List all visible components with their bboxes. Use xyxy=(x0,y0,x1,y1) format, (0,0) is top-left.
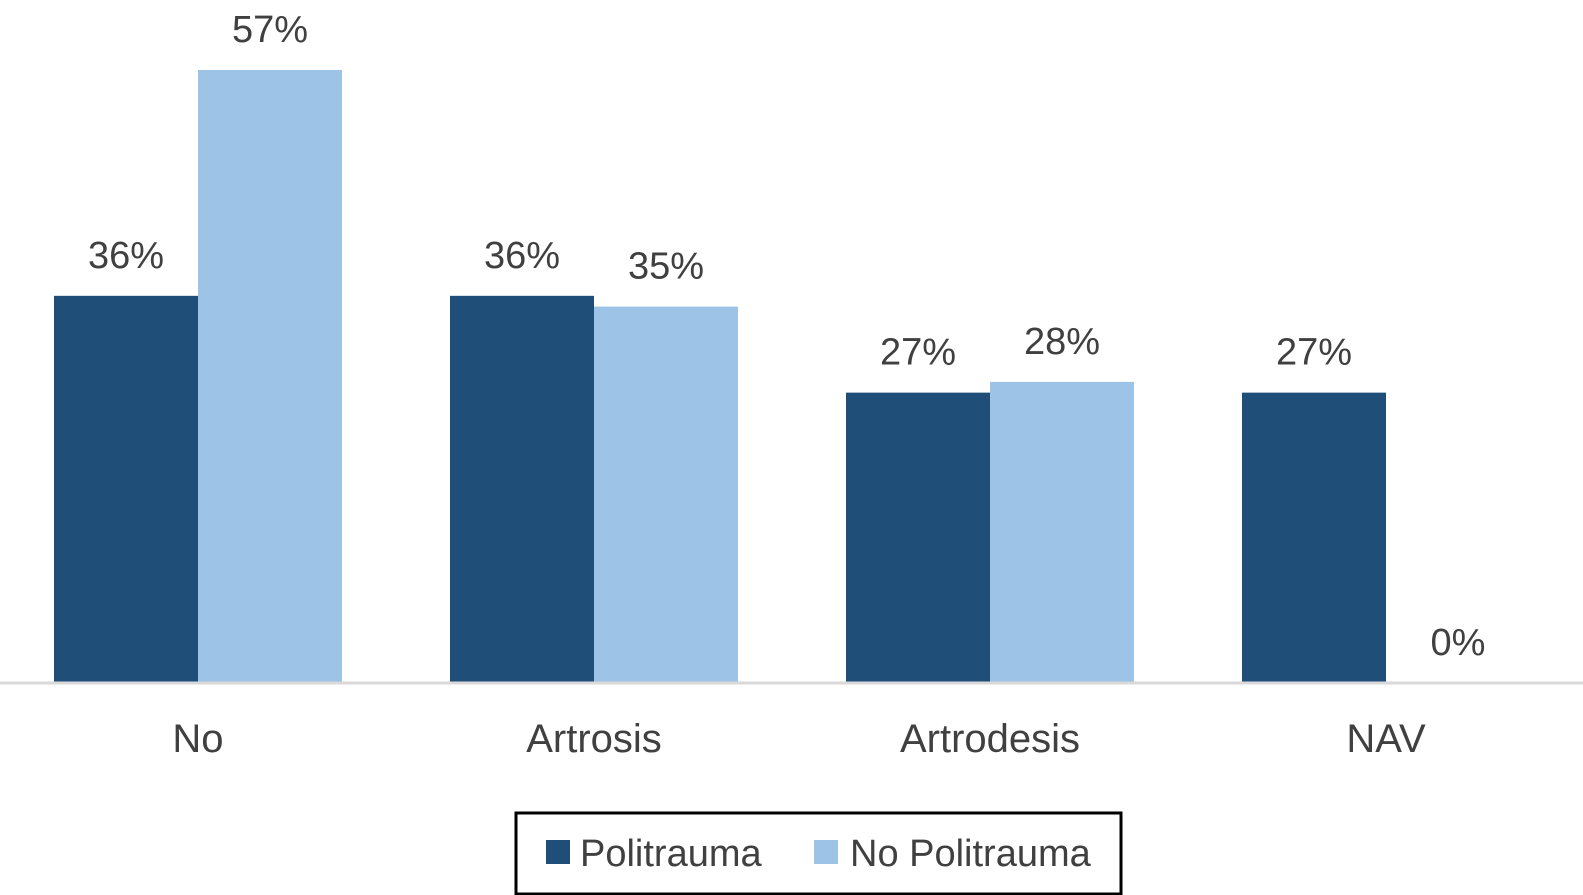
legend: Politrauma No Politrauma xyxy=(514,811,1123,895)
category-label-artrosis: Artrosis xyxy=(526,717,662,761)
value-label-no-politrauma: 36% xyxy=(88,235,164,277)
bar-artrodesis-politrauma xyxy=(846,392,990,683)
value-label-no-no-politrauma: 57% xyxy=(232,9,308,51)
value-label-nav-politrauma: 27% xyxy=(1276,332,1352,374)
bar-no-no-politrauma xyxy=(198,70,342,683)
legend-swatch-no-politrauma xyxy=(814,840,838,864)
bar-nav-politrauma xyxy=(1242,392,1386,683)
legend-label-politrauma: Politrauma xyxy=(580,833,762,875)
legend-swatch-politrauma xyxy=(546,840,570,864)
bar-no-politrauma xyxy=(54,295,198,683)
value-label-artrosis-politrauma: 36% xyxy=(484,235,560,277)
bar-artrodesis-no-politrauma xyxy=(990,381,1134,683)
bar-artrosis-no-politrauma xyxy=(594,306,738,683)
bar-artrosis-politrauma xyxy=(450,295,594,683)
legend-label-no-politrauma: No Politrauma xyxy=(850,833,1092,875)
value-label-artrodesis-no-politrauma: 28% xyxy=(1024,321,1100,363)
value-labels-layer: 36% 57% 36% 35% 27% 28% 27% 0% xyxy=(88,9,1485,664)
category-label-nav: NAV xyxy=(1346,717,1426,761)
category-label-no: No xyxy=(172,717,223,761)
bars-layer xyxy=(54,70,1386,683)
category-label-artrodesis: Artrodesis xyxy=(900,717,1080,761)
value-label-nav-no-politrauma: 0% xyxy=(1431,622,1486,664)
value-label-artrodesis-politrauma: 27% xyxy=(880,332,956,374)
value-label-artrosis-no-politrauma: 35% xyxy=(628,246,704,288)
category-labels-layer: No Artrosis Artrodesis NAV xyxy=(172,717,1426,761)
